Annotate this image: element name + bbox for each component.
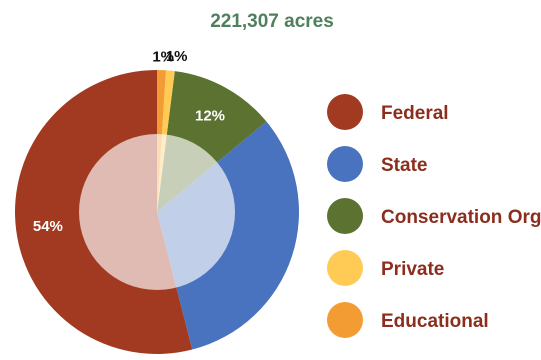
legend-swatch-conservation-org	[327, 198, 363, 234]
legend: Federal State Conservation Org. Private Educ…	[327, 94, 541, 338]
legend-label-conservation-org: Conservation Org.	[381, 207, 541, 228]
slice-labels: 54% 12% 1%1%	[33, 48, 225, 235]
inner-disc	[79, 134, 235, 290]
legend-item-private: Private	[327, 250, 444, 286]
legend-item-educational: Educational	[327, 302, 489, 338]
legend-swatch-educational	[327, 302, 363, 338]
legend-swatch-private	[327, 250, 363, 286]
slice-label-educational: 1%	[166, 48, 188, 65]
legend-item-conservation-org: Conservation Org.	[327, 198, 541, 234]
legend-swatch-federal	[327, 94, 363, 130]
legend-label-state: State	[381, 155, 427, 176]
legend-item-state: State	[327, 146, 427, 182]
slice-label-federal: 54%	[33, 218, 63, 235]
legend-label-federal: Federal	[381, 103, 449, 124]
chart-title: 221,307 acres	[210, 11, 334, 32]
legend-label-private: Private	[381, 259, 444, 280]
slice-label-conservation-org: 12%	[195, 108, 225, 125]
legend-item-federal: Federal	[327, 94, 449, 130]
pie	[15, 70, 299, 354]
legend-swatch-state	[327, 146, 363, 182]
legend-label-educational: Educational	[381, 311, 489, 332]
slice-label-private: 1%	[152, 49, 174, 66]
